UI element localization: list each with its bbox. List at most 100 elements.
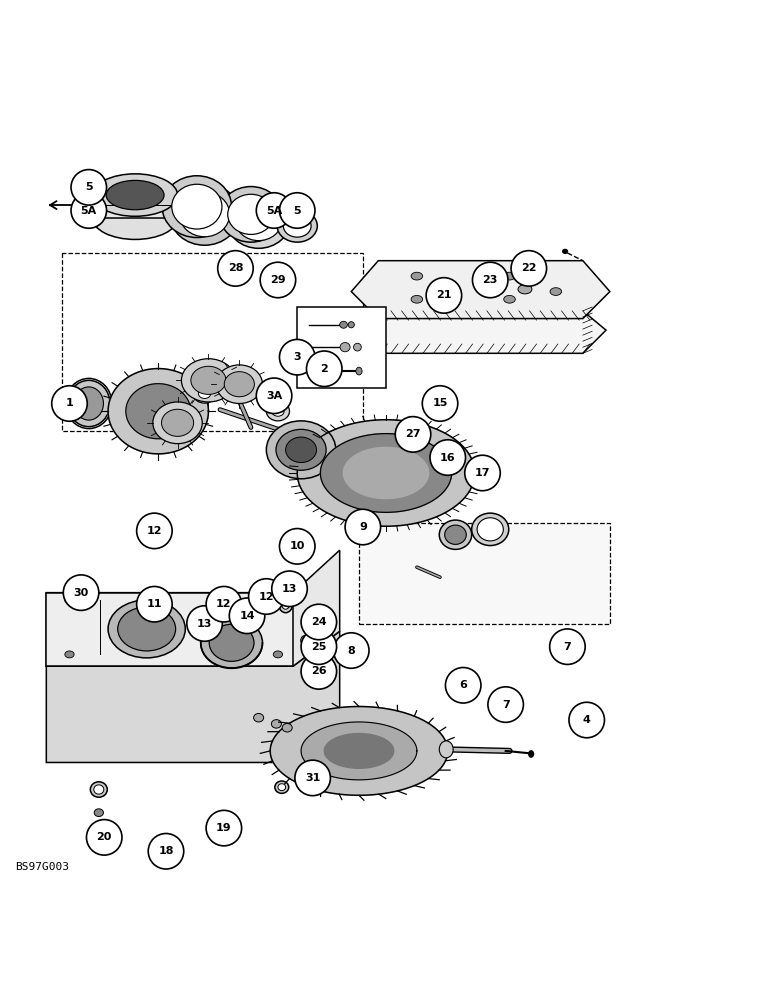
Text: 27: 27 bbox=[405, 429, 421, 439]
Circle shape bbox=[569, 702, 604, 738]
Ellipse shape bbox=[216, 365, 262, 403]
Ellipse shape bbox=[477, 518, 503, 541]
Ellipse shape bbox=[434, 284, 445, 292]
Bar bbox=[297, 307, 386, 388]
Circle shape bbox=[422, 386, 458, 421]
Text: 19: 19 bbox=[216, 823, 232, 833]
Text: 20: 20 bbox=[96, 832, 112, 842]
Circle shape bbox=[71, 170, 107, 205]
Text: 6: 6 bbox=[459, 680, 467, 690]
Polygon shape bbox=[301, 722, 417, 780]
Polygon shape bbox=[46, 550, 340, 666]
Ellipse shape bbox=[286, 437, 317, 463]
Ellipse shape bbox=[562, 249, 568, 254]
Circle shape bbox=[137, 586, 172, 622]
Polygon shape bbox=[108, 369, 208, 454]
Ellipse shape bbox=[283, 215, 311, 237]
Ellipse shape bbox=[276, 429, 326, 470]
Ellipse shape bbox=[411, 272, 423, 280]
Ellipse shape bbox=[67, 380, 110, 427]
Text: 9: 9 bbox=[359, 522, 367, 532]
Polygon shape bbox=[336, 311, 606, 353]
Text: 12: 12 bbox=[259, 591, 274, 601]
Ellipse shape bbox=[550, 288, 561, 295]
Text: 7: 7 bbox=[502, 700, 510, 710]
Text: 31: 31 bbox=[305, 773, 320, 783]
Text: 13: 13 bbox=[282, 584, 297, 594]
Circle shape bbox=[345, 509, 381, 545]
Text: 5A: 5A bbox=[266, 206, 283, 216]
Ellipse shape bbox=[94, 809, 103, 817]
Polygon shape bbox=[270, 707, 448, 795]
Ellipse shape bbox=[108, 600, 185, 658]
Text: 26: 26 bbox=[311, 666, 327, 676]
Circle shape bbox=[445, 668, 481, 703]
Polygon shape bbox=[359, 523, 610, 624]
Ellipse shape bbox=[74, 387, 103, 420]
Circle shape bbox=[301, 654, 337, 689]
Circle shape bbox=[148, 834, 184, 869]
Circle shape bbox=[71, 193, 107, 228]
Ellipse shape bbox=[348, 322, 354, 328]
Circle shape bbox=[430, 440, 466, 475]
Circle shape bbox=[301, 604, 337, 640]
Ellipse shape bbox=[277, 210, 317, 242]
Circle shape bbox=[260, 262, 296, 298]
Ellipse shape bbox=[275, 781, 289, 793]
Polygon shape bbox=[126, 384, 191, 439]
Text: 2: 2 bbox=[320, 364, 328, 374]
Circle shape bbox=[256, 378, 292, 414]
Ellipse shape bbox=[93, 785, 103, 794]
Circle shape bbox=[206, 810, 242, 846]
Circle shape bbox=[279, 193, 315, 228]
Ellipse shape bbox=[528, 750, 534, 758]
Circle shape bbox=[86, 820, 122, 855]
Ellipse shape bbox=[224, 372, 254, 397]
Circle shape bbox=[395, 417, 431, 452]
Ellipse shape bbox=[503, 272, 516, 280]
Text: 23: 23 bbox=[482, 275, 498, 285]
Text: 1: 1 bbox=[66, 398, 73, 408]
Ellipse shape bbox=[271, 720, 281, 728]
Text: 30: 30 bbox=[73, 588, 89, 598]
Circle shape bbox=[52, 386, 87, 421]
Ellipse shape bbox=[445, 525, 466, 544]
Circle shape bbox=[229, 598, 265, 634]
Ellipse shape bbox=[106, 180, 164, 210]
Text: 24: 24 bbox=[311, 617, 327, 627]
Circle shape bbox=[218, 251, 253, 286]
Ellipse shape bbox=[472, 513, 509, 546]
Ellipse shape bbox=[198, 388, 211, 398]
Ellipse shape bbox=[235, 200, 282, 241]
Ellipse shape bbox=[354, 343, 361, 351]
Ellipse shape bbox=[300, 635, 309, 646]
Ellipse shape bbox=[266, 402, 290, 421]
Circle shape bbox=[63, 575, 99, 610]
Text: 11: 11 bbox=[147, 599, 162, 609]
Ellipse shape bbox=[153, 402, 202, 444]
Circle shape bbox=[279, 529, 315, 564]
Ellipse shape bbox=[283, 723, 292, 732]
Ellipse shape bbox=[227, 193, 290, 248]
Text: 13: 13 bbox=[197, 619, 212, 629]
Text: 14: 14 bbox=[239, 611, 255, 621]
Text: 16: 16 bbox=[440, 453, 455, 463]
Text: 22: 22 bbox=[521, 263, 537, 273]
Ellipse shape bbox=[170, 183, 239, 245]
Polygon shape bbox=[297, 420, 475, 526]
Circle shape bbox=[306, 351, 342, 387]
Ellipse shape bbox=[191, 366, 226, 394]
Ellipse shape bbox=[340, 321, 347, 328]
Text: 3A: 3A bbox=[266, 391, 283, 401]
Text: 17: 17 bbox=[475, 468, 490, 478]
Text: 25: 25 bbox=[311, 642, 327, 652]
Circle shape bbox=[187, 606, 222, 641]
Circle shape bbox=[426, 278, 462, 313]
Polygon shape bbox=[93, 195, 178, 218]
Text: 7: 7 bbox=[564, 642, 571, 652]
Polygon shape bbox=[46, 593, 293, 666]
Circle shape bbox=[279, 339, 315, 375]
Text: 21: 21 bbox=[436, 290, 452, 300]
Ellipse shape bbox=[279, 596, 293, 613]
Circle shape bbox=[256, 193, 292, 228]
